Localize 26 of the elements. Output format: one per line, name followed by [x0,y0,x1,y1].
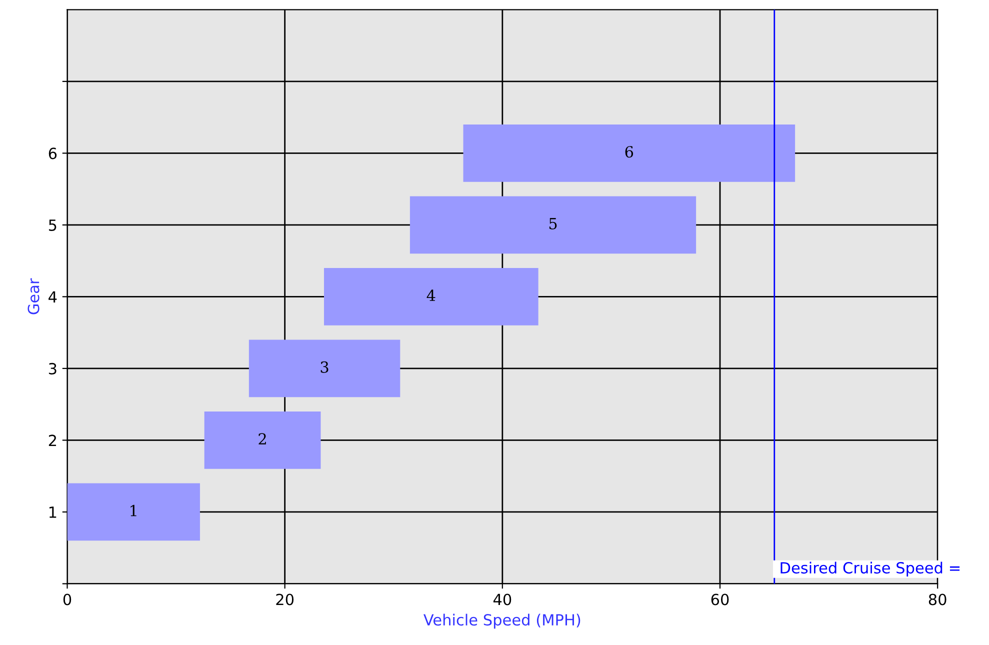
bar [463,124,796,182]
ref-line-label: Desired Cruise Speed = [780,562,960,577]
y-tick-label: 6 [48,148,57,160]
bar [410,196,696,254]
x-tick-label: 0 [63,594,72,606]
x-tick-label: 60 [711,594,729,606]
category-label: 1 [130,504,136,516]
x-tick-label: 40 [493,594,512,606]
y-tick-label: 2 [48,434,56,446]
bar [324,268,538,326]
y-axis-title: Gear [28,278,40,314]
y-tick-label: 5 [48,220,56,231]
category-label: 4 [426,290,436,301]
bar [204,412,321,469]
bar [248,340,400,398]
y-tick-label: 1 [49,506,56,518]
category-label: 3 [320,361,328,373]
x-tick-label: 20 [276,594,294,606]
bar [67,483,200,541]
x-tick-label: 80 [928,594,946,606]
x-axis-title: Vehicle Speed (MPH) [424,614,580,629]
y-tick-label: 4 [48,291,57,303]
category-label: 6 [625,146,634,158]
category-label: 5 [549,218,557,230]
category-label: 2 [258,433,266,444]
y-tick-label: 3 [48,362,56,374]
